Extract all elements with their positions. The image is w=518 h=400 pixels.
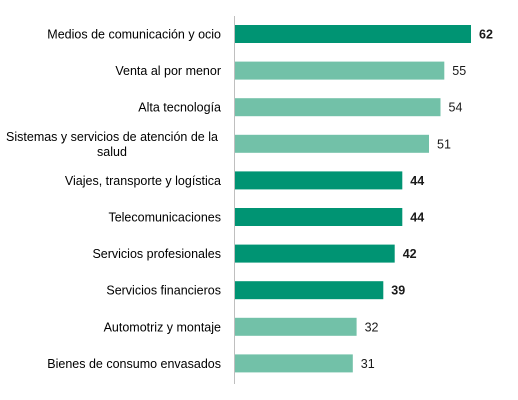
category-labels: Medios de comunicación y ocio Venta al po… xyxy=(6,28,221,371)
value-label-4: 51 xyxy=(437,137,451,151)
category-label-2: Venta al por menor xyxy=(115,64,221,78)
bar-2 xyxy=(234,61,445,80)
category-label-line: Viajes, transporte y logística xyxy=(65,174,221,188)
bar-5 xyxy=(234,171,403,190)
value-label-6: 44 xyxy=(410,211,424,225)
value-label-10: 31 xyxy=(361,357,375,371)
category-label-8: Servicios financieros xyxy=(106,284,221,298)
bar-7 xyxy=(234,244,395,263)
value-label-7: 42 xyxy=(403,247,417,261)
bars-layer xyxy=(234,25,471,373)
category-label-line: Automotriz y montaje xyxy=(104,320,221,334)
bar-6 xyxy=(234,208,403,226)
category-label-1: Medios de comunicación y ocio xyxy=(47,28,221,42)
category-label-line: Servicios profesionales xyxy=(92,247,221,261)
value-label-8: 39 xyxy=(391,284,405,298)
category-label-5: Viajes, transporte y logística xyxy=(65,174,221,188)
bar-8 xyxy=(234,281,384,300)
category-label-4: Sistemas y servicios de atención de la sa… xyxy=(6,130,218,159)
category-label-line: Alta tecnología xyxy=(138,101,221,115)
category-label-line: Bienes de consumo envasados xyxy=(47,357,221,371)
category-label-9: Automotriz y montaje xyxy=(104,320,221,334)
value-labels: 62 55 54 51 44 44 42 39 32 31 xyxy=(361,28,493,371)
bar-4 xyxy=(234,134,429,153)
category-label-3: Alta tecnología xyxy=(138,101,221,115)
category-label-line: Medios de comunicación y ocio xyxy=(47,28,221,42)
category-label-7: Servicios profesionales xyxy=(92,247,221,261)
value-label-2: 55 xyxy=(452,64,466,78)
bar-1 xyxy=(234,25,471,43)
category-label-10: Bienes de consumo envasados xyxy=(47,357,221,371)
category-label-line: Servicios financieros xyxy=(106,284,221,298)
category-label-line: salud xyxy=(97,145,127,159)
value-label-1: 62 xyxy=(479,28,493,42)
bar-9 xyxy=(234,317,357,336)
category-label-line: Sistemas y servicios de atención de la xyxy=(6,130,218,144)
value-label-3: 54 xyxy=(449,101,463,115)
bar-3 xyxy=(234,98,441,117)
bar-10 xyxy=(234,354,353,373)
value-label-5: 44 xyxy=(410,174,424,188)
category-label-6: Telecomunicaciones xyxy=(108,211,221,225)
category-label-line: Telecomunicaciones xyxy=(108,211,221,225)
value-label-9: 32 xyxy=(365,320,379,334)
category-label-line: Venta al por menor xyxy=(115,64,221,78)
